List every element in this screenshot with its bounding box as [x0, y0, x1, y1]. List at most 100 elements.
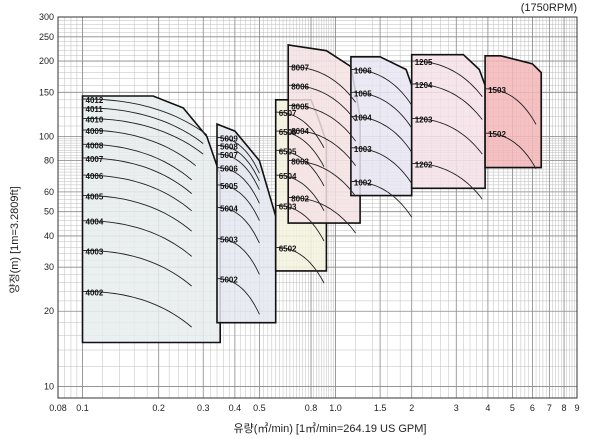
pump-curve-6503	[275, 204, 325, 242]
pump-curve-8006	[288, 84, 356, 122]
pump-curve-5003	[217, 238, 260, 275]
plot-frame	[57, 16, 578, 399]
curve-label-5009: 5009	[220, 134, 238, 143]
pump-curve-1003	[350, 147, 413, 184]
y-tick-label: 40	[44, 231, 54, 241]
curve-label-1202: 1202	[415, 160, 433, 169]
curve-label-1205: 1205	[415, 58, 433, 67]
pump-curve-6506	[275, 130, 325, 168]
curve-label-1004: 1004	[354, 114, 372, 123]
pump-curve-8007	[288, 66, 356, 103]
curve-label-5007: 5007	[220, 151, 238, 160]
x-tick-label: 1.5	[374, 403, 387, 413]
pump-curve-1502	[485, 132, 537, 170]
x-tick-label: 4	[485, 403, 490, 413]
pump-curve-4003	[82, 249, 192, 287]
pump-curve-4011	[82, 107, 204, 144]
y-tick-label: 200	[39, 56, 54, 66]
pump-curve-5006	[216, 167, 260, 204]
x-tick-label: 0.2	[152, 403, 165, 413]
curve-label-6502: 6502	[279, 244, 297, 253]
pump-curve-1004	[350, 116, 413, 153]
pump-curve-5008	[216, 144, 260, 182]
pump-curve-1205	[411, 60, 483, 97]
pump-curve-1006	[350, 69, 413, 106]
curve-label-6504: 6504	[279, 172, 297, 181]
x-tick-label: 8	[562, 403, 567, 413]
pump-curve-1203	[411, 117, 483, 155]
pump-curve-8005	[288, 104, 356, 142]
y-tick-label: 50	[44, 207, 54, 217]
pump-curve-4012	[82, 98, 208, 136]
curve-label-6503: 6503	[279, 202, 297, 211]
pump-curve-5009	[217, 137, 260, 174]
curve-label-8006: 8006	[291, 82, 309, 91]
y-tick-label: 150	[39, 87, 54, 97]
pump-regions	[81, 43, 543, 344]
pump-region-120	[410, 53, 486, 190]
curve-label-1005: 1005	[354, 89, 372, 98]
pump-curve-4007	[82, 157, 192, 194]
curve-label-4012: 4012	[86, 96, 104, 105]
pump-curve-5005	[217, 184, 260, 221]
pump-curve-4010	[82, 117, 204, 155]
x-tick-label: 0.3	[197, 403, 210, 413]
curve-label-5008: 5008	[220, 142, 238, 151]
curve-label-8007: 8007	[291, 64, 309, 73]
curve-label-5004: 5004	[220, 204, 238, 213]
x-tick-labels: 0.08 0.1 0.2 0.3 0.4 0.5 0.8 1.0 1.5 2 3 4 5 6 7 8 9	[49, 403, 579, 413]
curve-label-1204: 1204	[415, 81, 433, 90]
pump-curve-4009	[82, 129, 196, 167]
x-axis-label: 유량(㎥/min) [1㎥/min=264.19 US GPM]	[234, 422, 427, 435]
curve-label-5002: 5002	[220, 276, 238, 285]
y-tick-label: 300	[39, 12, 54, 22]
y-axis-label: 양정(m) [1m=3.2809ft]	[8, 186, 21, 293]
pump-curve-1503	[485, 88, 537, 125]
pump-curve-1204	[411, 83, 483, 120]
curve-label-4004: 4004	[86, 218, 104, 227]
pump-curve-6502	[275, 246, 325, 284]
curve-label-4010: 4010	[86, 115, 104, 124]
curve-label-6505: 6505	[279, 147, 297, 156]
curve-label-4003: 4003	[86, 247, 104, 256]
pump-curve-5007	[216, 153, 260, 190]
chart-subtitle: (1750RPM)	[521, 2, 577, 14]
curve-label-1002: 1002	[354, 179, 372, 188]
pump-curve-1005	[350, 91, 413, 129]
curve-label-8005: 8005	[291, 102, 309, 111]
pump-curve-4005	[82, 195, 192, 232]
curve-label-4002: 4002	[86, 288, 104, 297]
pump-curve-6504	[275, 174, 325, 212]
pump-curve-8003	[288, 160, 356, 197]
x-tick-label: 0.08	[49, 403, 67, 413]
curve-label-1203: 1203	[415, 115, 433, 124]
curve-label-4005: 4005	[86, 193, 104, 202]
y-tick-label: 30	[44, 262, 54, 272]
pump-curve-4006	[82, 174, 192, 212]
pump-curve-4004	[82, 220, 192, 257]
x-tick-label: 3	[454, 403, 459, 413]
curve-label-6507: 6507	[279, 109, 297, 118]
y-tick-label: 10	[44, 382, 54, 392]
y-tick-label: 20	[44, 306, 54, 316]
pump-curve-4008	[82, 143, 192, 181]
curve-label-6506: 6506	[279, 128, 297, 137]
y-tick-label: 100	[39, 131, 54, 141]
pump-curve-5004	[217, 206, 260, 244]
curve-label-4009: 4009	[86, 127, 104, 136]
y-tick-label: 250	[39, 32, 54, 42]
x-tick-label: 5	[510, 403, 515, 413]
x-tick-label: 1.0	[329, 403, 342, 413]
curve-label-1503: 1503	[488, 86, 506, 95]
pump-curve-5002	[216, 278, 260, 315]
x-tick-label: 0.5	[253, 403, 266, 413]
pump-region-150	[484, 54, 543, 169]
curve-label-4006: 4006	[86, 172, 104, 181]
pump-curve-1202	[411, 162, 483, 200]
x-tick-label: 2	[409, 403, 414, 413]
curve-label-1006: 1006	[354, 67, 372, 76]
curve-label-8003: 8003	[291, 158, 309, 167]
y-tick-labels: 10 20 30 40 50 60 80 100 150 200 250 300	[39, 12, 54, 392]
